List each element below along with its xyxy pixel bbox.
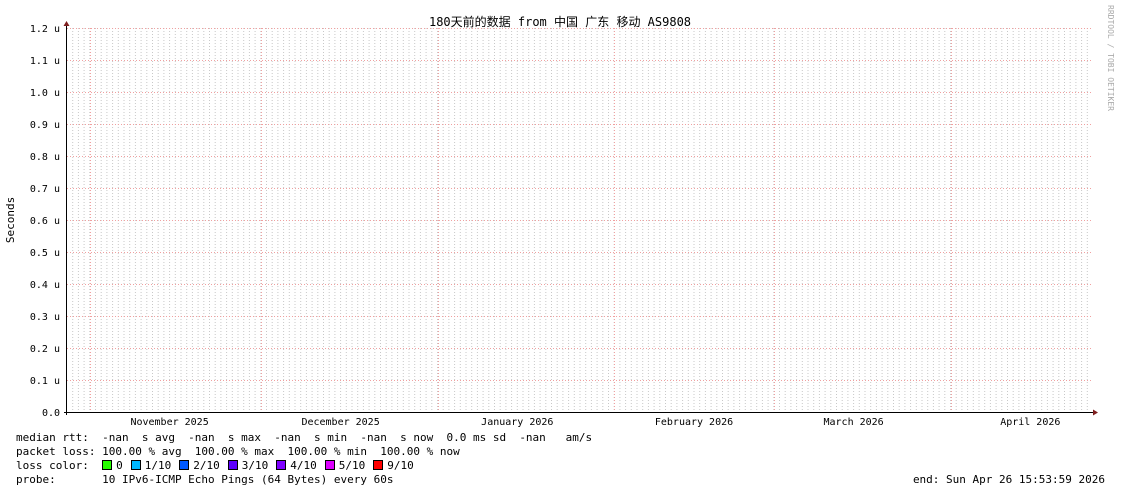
y-tick-label: 1.2 u <box>30 24 60 35</box>
loss-color-item: 2/10 <box>179 459 220 472</box>
y-tick-label: 0.5 u <box>30 248 60 259</box>
loss-color-text: 2/10 <box>193 459 220 472</box>
loss-color-item: 0 <box>102 459 123 472</box>
loss-color-text: 4/10 <box>290 459 317 472</box>
x-tick-label: December 2025 <box>301 417 379 428</box>
y-axis-label: Seconds <box>4 197 17 243</box>
loss-color-item: 4/10 <box>276 459 317 472</box>
loss-color-swatch <box>102 460 113 470</box>
loss-color-swatch <box>179 460 190 470</box>
chart-title: 180天前的数据 from 中国 广东 移动 AS9808 <box>429 14 691 29</box>
loss-color-swatch <box>227 460 238 470</box>
loss-color-line: loss color: 0 1/10 2/10 3/10 4/10 5/10 9/10 <box>16 459 422 473</box>
median-rtt-line: median rtt: -nan s avg -nan s max -nan s… <box>16 431 593 444</box>
probe-line: probe: 10 IPv6-ICMP Echo Pings (64 Bytes… <box>16 473 394 486</box>
loss-color-item: 5/10 <box>324 459 366 472</box>
loss-color-swatch <box>130 460 141 470</box>
x-tick-label: March 2026 <box>823 417 883 428</box>
y-tick-label: 0.3 u <box>30 312 60 323</box>
x-tick-label: April 2026 <box>1000 417 1060 428</box>
loss-color-item: 9/10 <box>373 459 414 472</box>
loss-color-swatch <box>324 460 335 470</box>
y-tick-label: 0.8 u <box>30 152 60 163</box>
x-tick-label: November 2025 <box>130 417 208 428</box>
x-axis-arrow <box>1093 409 1098 416</box>
y-tick-label: 0.0 <box>42 408 60 419</box>
packet-loss-line: packet loss: 100.00 % avg 100.00 % max 1… <box>16 445 460 458</box>
loss-color-item: 1/10 <box>130 459 172 472</box>
watermark: RRDTOOL / TOBI OETIKER <box>1106 5 1115 111</box>
y-axis-arrow <box>63 21 70 26</box>
y-tick-label: 1.1 u <box>30 56 60 67</box>
y-tick-label: 0.2 u <box>30 344 60 355</box>
loss-color-item: 3/10 <box>227 459 269 472</box>
y-tick-label: 1.0 u <box>30 88 60 99</box>
loss-color-text: 0 <box>116 459 123 472</box>
y-tick-label: 0.9 u <box>30 120 60 131</box>
y-tick-label: 0.6 u <box>30 216 60 227</box>
end-time: end: Sun Apr 26 15:53:59 2026 <box>912 473 1105 486</box>
x-tick-label: February 2026 <box>655 417 733 428</box>
loss-color-text: 5/10 <box>338 459 366 472</box>
loss-color-text: 9/10 <box>387 459 414 472</box>
y-tick-label: 0.7 u <box>30 184 60 195</box>
loss-color-swatch <box>373 460 384 470</box>
x-tick-label: January 2026 <box>481 417 553 428</box>
loss-color-label: loss color: <box>16 459 103 472</box>
loss-color-text: 3/10 <box>241 459 269 472</box>
loss-color-text: 1/10 <box>144 459 172 472</box>
loss-color-swatch <box>276 460 287 470</box>
y-tick-label: 0.4 u <box>30 280 60 291</box>
y-tick-label: 0.1 u <box>30 376 60 387</box>
